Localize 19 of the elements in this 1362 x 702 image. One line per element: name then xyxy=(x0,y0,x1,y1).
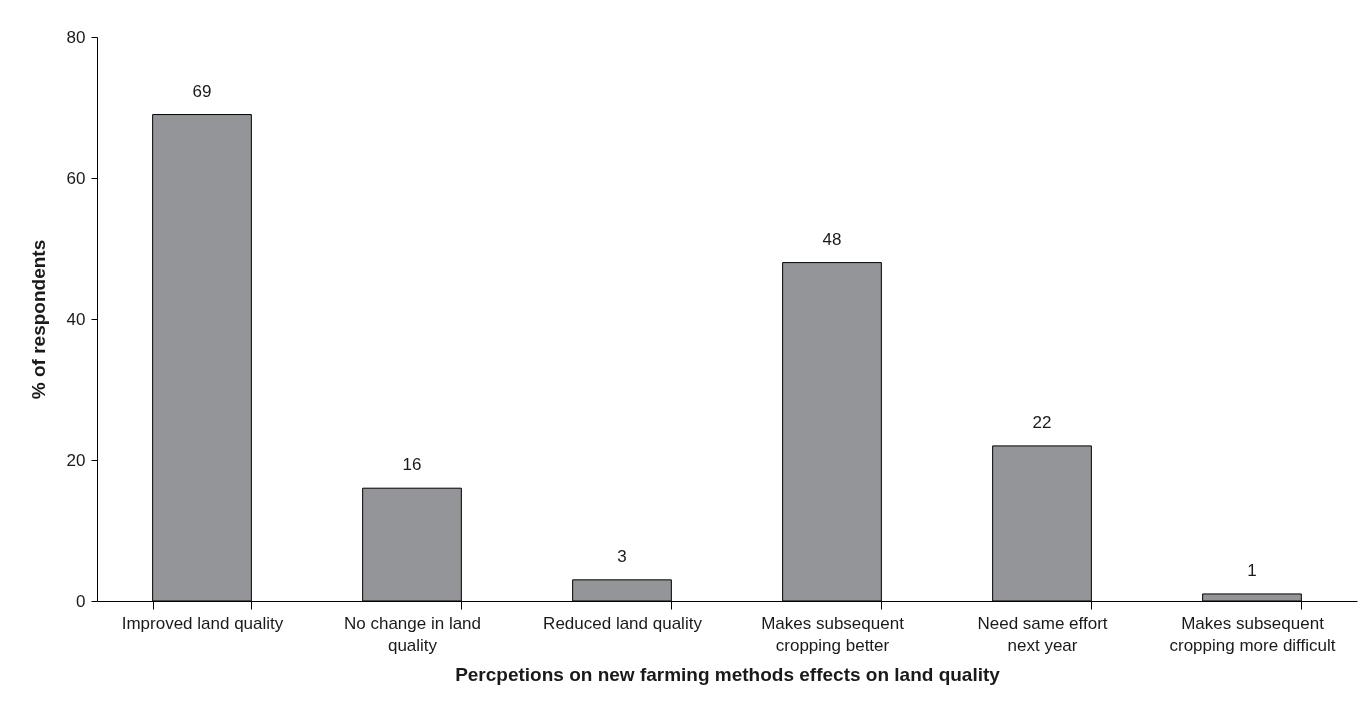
data-label: 16 xyxy=(402,455,422,475)
y-tick-label: 0 xyxy=(76,591,86,611)
data-label: 3 xyxy=(617,546,627,566)
x-tick-label: Improved land quality xyxy=(121,613,284,633)
data-label: 1 xyxy=(1247,560,1257,580)
x-tick-label: Makes subsequent cropping more difficult xyxy=(1169,613,1336,655)
y-tick-label: 60 xyxy=(66,168,86,188)
x-axis-title: Percpetions on new farming methods effects on land quality xyxy=(455,663,1001,685)
x-tick-label: Need same effort next year xyxy=(977,613,1108,655)
y-tick-label: 20 xyxy=(66,450,86,470)
x-tick-label: No change in land quality xyxy=(343,613,482,655)
y-axis-title: % of respondents xyxy=(27,239,49,400)
data-label: 48 xyxy=(822,229,842,249)
y-tick-label: 40 xyxy=(66,309,86,329)
data-label: 69 xyxy=(192,81,212,101)
x-tick-label: Makes subsequent cropping better xyxy=(761,613,905,655)
y-tick-label: 80 xyxy=(66,27,86,47)
data-label: 22 xyxy=(1032,412,1052,432)
x-tick-label: Reduced land quality xyxy=(543,613,703,633)
